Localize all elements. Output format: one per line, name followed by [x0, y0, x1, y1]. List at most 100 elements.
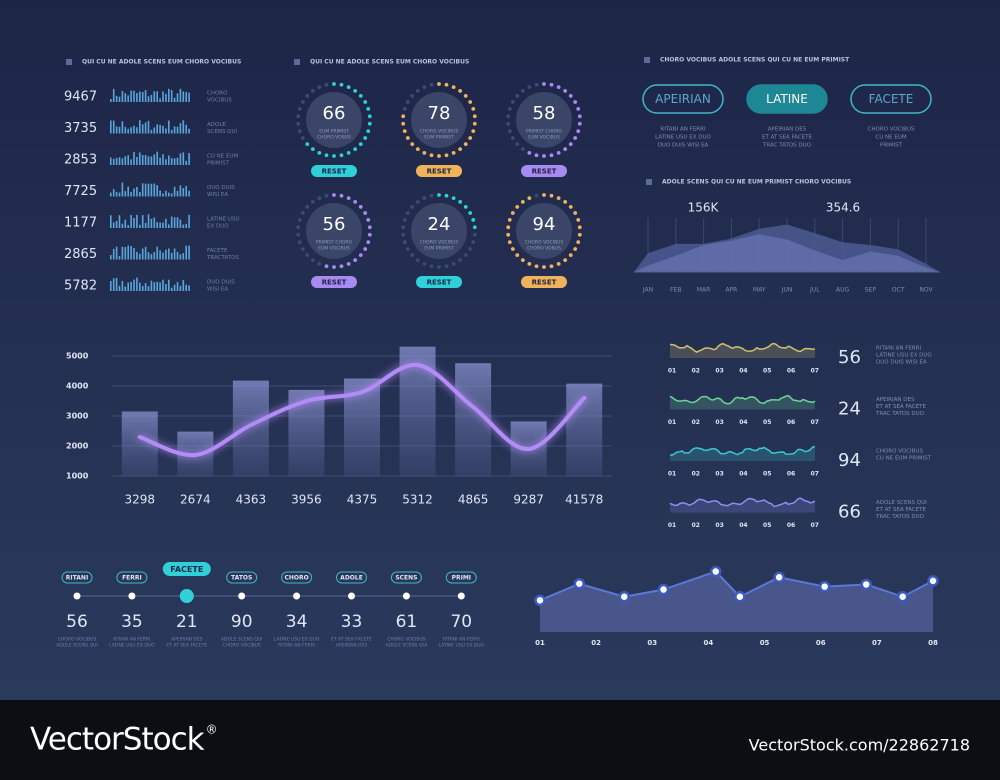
- reset-button[interactable]: [416, 276, 462, 288]
- caption-line: DUO DUIS WISI EA: [876, 360, 927, 366]
- sparkline-bar: [168, 88, 170, 102]
- reset-button[interactable]: [521, 276, 567, 288]
- gauge-dot: [437, 82, 441, 86]
- step-tag[interactable]: [226, 571, 258, 584]
- caption-line: DUO DUIS WISI EA: [658, 143, 709, 149]
- step-tag[interactable]: [390, 571, 422, 584]
- reset-button[interactable]: [311, 165, 357, 177]
- wave-tick: 03: [715, 368, 723, 375]
- sparkline-bar: [170, 158, 173, 165]
- sparkline-bar: [136, 251, 138, 260]
- step-tag[interactable]: [281, 571, 313, 584]
- caption-line: ADOLE: [207, 122, 226, 128]
- step-tag[interactable]: [61, 571, 93, 584]
- pill-button[interactable]: [746, 84, 828, 114]
- wave-line: [669, 497, 816, 508]
- step-tag[interactable]: [162, 562, 211, 576]
- caption-line: ADOLE SCENS QUI: [221, 637, 263, 643]
- step-tag[interactable]: [116, 571, 148, 584]
- step-dot: [293, 592, 301, 600]
- sparkline-bar: [139, 224, 141, 228]
- gauge-dot: [451, 85, 456, 90]
- sparkline-bar: [185, 284, 187, 291]
- gauge-dot: [346, 196, 351, 201]
- gauge-dot: [472, 114, 477, 119]
- step-tag-label: CHORO: [284, 575, 308, 582]
- gauge-dot: [353, 199, 358, 204]
- gauge-dot: [520, 88, 525, 93]
- reset-button[interactable]: [521, 165, 567, 177]
- sparkline-bar: [144, 246, 147, 260]
- caption-line: RITANI AN FERRI: [278, 643, 315, 649]
- gauge-dot: [367, 225, 372, 230]
- gauge-dot: [472, 232, 477, 237]
- month-label: JAN: [642, 287, 653, 294]
- gauge-dot: [510, 100, 515, 104]
- sparkline-bar: [159, 190, 161, 197]
- gauge-dot: [506, 114, 511, 119]
- sparkline-bar: [185, 160, 187, 165]
- sparkline-bar: [156, 124, 158, 134]
- gauge-dot: [310, 199, 315, 204]
- sparkline-bar: [121, 158, 124, 165]
- sparkline-bar: [115, 246, 118, 260]
- stat-value: 3735: [64, 121, 97, 136]
- sparkline-bar: [141, 155, 144, 165]
- pill-button[interactable]: [642, 84, 724, 114]
- sparkline-bar: [136, 277, 138, 291]
- sparkline-bar: [124, 191, 127, 197]
- caption-line: CHORO VOCIBUS: [876, 449, 923, 455]
- wave-tick: 02: [692, 471, 700, 478]
- wave-tick: 04: [739, 522, 747, 529]
- sparkline-bar: [188, 92, 190, 102]
- sparkline-bar: [162, 154, 164, 165]
- sparkline-bar: [168, 224, 170, 228]
- gauge-dot: [568, 205, 573, 209]
- x-tick-label: 04: [704, 639, 714, 647]
- gauge-dot: [410, 205, 415, 209]
- step-tag[interactable]: [445, 571, 477, 584]
- gauge-dot: [402, 129, 407, 134]
- gauge-dot: [296, 114, 301, 119]
- pill-button[interactable]: [850, 84, 932, 114]
- gauge-dot: [576, 129, 581, 134]
- step-tag[interactable]: [336, 571, 367, 584]
- step-value: 21: [176, 612, 198, 632]
- caption-line: LATINE USU EX DUO: [439, 643, 485, 649]
- gauge-arc: [305, 82, 372, 158]
- line-point: [773, 571, 785, 584]
- x-tick-label: 3298: [125, 493, 156, 507]
- gauge-dot: [358, 94, 363, 98]
- wave-tick: 07: [811, 522, 819, 529]
- sparkline-bar: [162, 252, 164, 260]
- gauge-dot: [415, 88, 420, 93]
- sparkline-bar: [144, 183, 147, 197]
- sparkline-bar: [179, 153, 182, 165]
- x-tick-label: 4865: [458, 493, 489, 507]
- gauge-dot: [405, 211, 410, 215]
- sparkline-bar: [176, 126, 179, 134]
- caption-line: ET AT SEA FACETE: [762, 135, 813, 141]
- sparkline-bar: [112, 189, 115, 197]
- gauge-dot: [556, 261, 561, 266]
- reset-button[interactable]: [311, 276, 357, 288]
- x-tick-label: 05: [760, 639, 770, 647]
- caption-line: APEIRIAN DES: [336, 643, 368, 649]
- line-point: [896, 590, 909, 603]
- y-tick-label: 4000: [66, 382, 89, 391]
- step-value: 90: [231, 612, 253, 632]
- sparkline-bar: [115, 157, 118, 165]
- gauge-dot: [297, 106, 302, 111]
- gauge-dot: [472, 225, 477, 230]
- sparkline-bar: [144, 283, 147, 291]
- sparkline-bar: [110, 255, 112, 260]
- gauge-dot: [563, 199, 568, 204]
- stat-value: 2865: [64, 247, 97, 262]
- wave-tick: 05: [763, 471, 771, 478]
- gauge-dot: [310, 258, 315, 263]
- gauge-dot: [317, 85, 322, 90]
- caption-line: FACETE: [207, 248, 228, 254]
- reset-button[interactable]: [416, 165, 462, 177]
- gauge-dot: [296, 225, 301, 230]
- sparkline-bar: [162, 279, 164, 291]
